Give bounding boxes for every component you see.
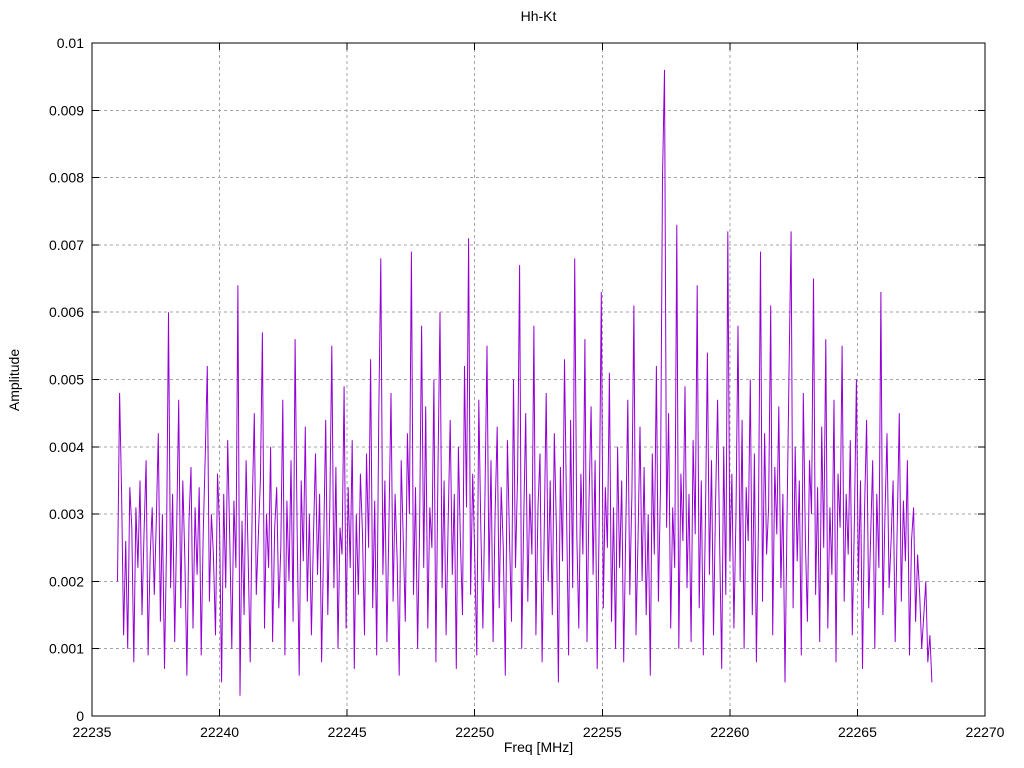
x-tick-label: 22260 <box>710 724 749 740</box>
y-tick-label: 0.001 <box>49 641 84 657</box>
x-tick-label: 22265 <box>838 724 877 740</box>
x-tick-label: 22245 <box>328 724 367 740</box>
y-tick-label: 0.009 <box>49 102 84 118</box>
y-tick-label: 0.01 <box>57 35 84 51</box>
x-tick-label: 22235 <box>73 724 112 740</box>
x-tick-label: 22250 <box>455 724 494 740</box>
chart-title: Hh-Kt <box>520 8 557 24</box>
y-tick-label: 0.006 <box>49 304 84 320</box>
y-tick-label: 0.005 <box>49 372 84 388</box>
y-tick-label: 0.007 <box>49 237 84 253</box>
y-tick-label: 0.003 <box>49 506 84 522</box>
x-tick-label: 22240 <box>200 724 239 740</box>
data-series-line <box>117 69 933 696</box>
x-tick-label: 22255 <box>583 724 622 740</box>
x-axis-label: Freq [MHz] <box>503 739 574 755</box>
y-tick-label: 0 <box>76 708 84 724</box>
y-tick-label: 0.002 <box>49 573 84 589</box>
x-tick-label: 22270 <box>966 724 1005 740</box>
y-tick-label: 0.004 <box>49 439 84 455</box>
y-tick-label: 0.008 <box>49 170 84 186</box>
